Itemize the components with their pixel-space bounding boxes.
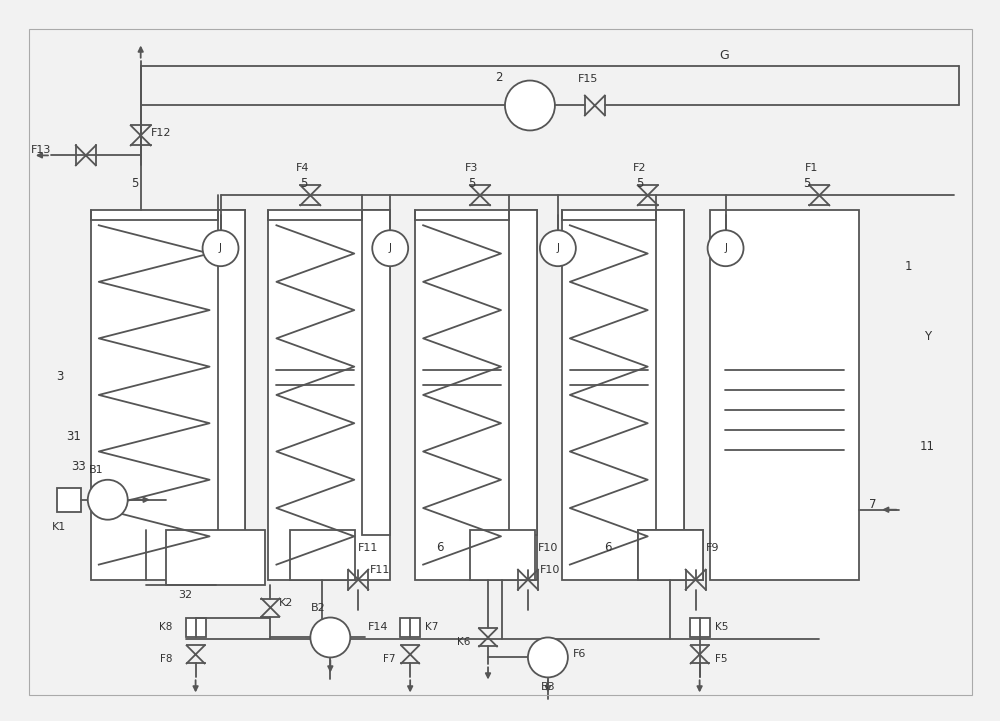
Text: K8: K8: [159, 622, 173, 632]
Bar: [470, 530, 535, 580]
Bar: [166, 530, 265, 585]
Text: F5: F5: [715, 655, 727, 665]
Bar: [268, 211, 390, 580]
Circle shape: [310, 617, 350, 658]
Bar: [186, 617, 206, 637]
Text: F1: F1: [805, 164, 818, 173]
Text: F13: F13: [31, 146, 51, 156]
Circle shape: [528, 637, 568, 678]
Text: J: J: [556, 243, 559, 253]
Circle shape: [372, 230, 408, 266]
Text: F2: F2: [633, 164, 646, 173]
Text: F10: F10: [538, 543, 558, 552]
Bar: [509, 211, 537, 535]
Text: 6: 6: [436, 541, 444, 554]
Text: 11: 11: [919, 440, 934, 453]
Text: 1: 1: [904, 260, 912, 273]
Text: F7: F7: [383, 655, 395, 665]
Text: F11: F11: [358, 543, 379, 552]
Bar: [415, 211, 537, 580]
Text: 5: 5: [636, 177, 643, 190]
Text: F3: F3: [465, 164, 479, 173]
Text: J: J: [389, 243, 392, 253]
Circle shape: [708, 230, 744, 266]
Text: Y: Y: [924, 330, 931, 343]
Text: K7: K7: [425, 622, 439, 632]
Bar: [710, 211, 859, 580]
Text: G: G: [720, 48, 729, 61]
Text: F14: F14: [368, 622, 389, 632]
Text: K5: K5: [715, 622, 728, 632]
Text: J: J: [219, 243, 222, 253]
Text: 33: 33: [71, 460, 86, 473]
Text: 5: 5: [131, 177, 138, 190]
Bar: [218, 211, 245, 535]
Text: 5: 5: [300, 177, 308, 190]
Text: K2: K2: [278, 598, 293, 608]
Bar: [690, 617, 710, 637]
Text: F4: F4: [296, 164, 309, 173]
Text: F10: F10: [540, 565, 560, 575]
Bar: [562, 211, 684, 580]
Text: K1: K1: [52, 522, 66, 531]
Text: F11: F11: [370, 565, 391, 575]
Bar: [362, 211, 390, 535]
Text: F6: F6: [573, 650, 586, 660]
Text: 32: 32: [179, 590, 193, 600]
Text: 31: 31: [66, 430, 81, 443]
Bar: [290, 530, 355, 580]
Text: K6: K6: [457, 637, 470, 647]
Text: 5: 5: [803, 177, 811, 190]
Circle shape: [540, 230, 576, 266]
Text: F8: F8: [160, 655, 173, 665]
Text: B3: B3: [541, 682, 555, 692]
Text: 5: 5: [468, 177, 475, 190]
Text: B2: B2: [311, 603, 326, 613]
Text: B1: B1: [88, 465, 103, 475]
Bar: [57, 487, 81, 512]
Circle shape: [203, 230, 239, 266]
Text: 7: 7: [869, 497, 877, 510]
Text: F12: F12: [151, 128, 171, 138]
Text: F15: F15: [578, 74, 598, 84]
Text: 6: 6: [604, 541, 612, 554]
Text: J: J: [724, 243, 727, 253]
Text: 2: 2: [495, 71, 503, 84]
Text: 3: 3: [56, 370, 63, 383]
Bar: [656, 211, 684, 535]
Bar: [638, 530, 703, 580]
Bar: [91, 211, 245, 580]
Bar: [400, 617, 420, 637]
Text: F9: F9: [706, 543, 719, 552]
Circle shape: [505, 81, 555, 131]
Bar: [638, 530, 703, 580]
Circle shape: [88, 479, 128, 520]
